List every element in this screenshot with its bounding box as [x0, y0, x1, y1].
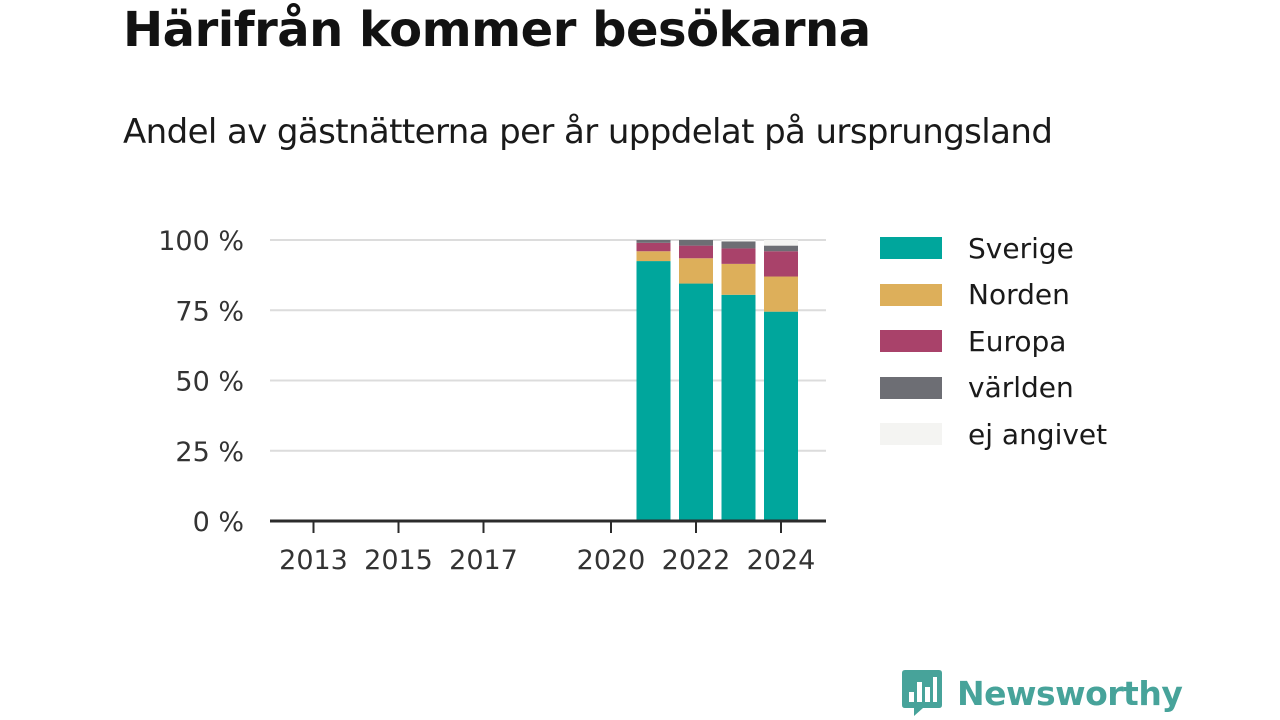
- chart-title: Härifrån kommer besökarna: [123, 2, 871, 58]
- y-tick-label: 0 %: [193, 507, 244, 538]
- legend-swatch: [880, 237, 942, 260]
- legend-swatch: [880, 423, 942, 446]
- bar-segment-Norden-2024: [764, 276, 798, 312]
- legend-item: ej angivet: [880, 411, 1107, 458]
- legend-label: Norden: [968, 278, 1070, 312]
- x-tick-label: 2013: [279, 545, 348, 576]
- bar-segment-Sverige-2021: [636, 261, 671, 521]
- bar-segment-ej-angivet-2024: [764, 240, 798, 246]
- brand-logo: Newsworthy: [901, 668, 1183, 718]
- x-tick-label: 2022: [662, 545, 731, 576]
- legend-swatch: [880, 283, 942, 306]
- bars: [636, 240, 798, 521]
- bar-segment-Europa-2024: [764, 251, 798, 277]
- bar-segment-världen-2022: [679, 240, 713, 246]
- x-tick-label: 2017: [449, 545, 518, 576]
- legend-item: Europa: [880, 318, 1107, 365]
- legend-label: Sverige: [968, 231, 1074, 265]
- legend-label: Europa: [968, 324, 1067, 358]
- legend-swatch: [880, 376, 942, 399]
- x-tick-label: 2020: [577, 545, 646, 576]
- bar-segment-Europa-2023: [721, 248, 756, 264]
- bar-segment-Sverige-2023: [721, 294, 756, 521]
- legend-item: Sverige: [880, 225, 1107, 272]
- brand-name: Newsworthy: [957, 673, 1183, 713]
- bar-segment-världen-2021: [636, 240, 671, 243]
- legend-item: Norden: [880, 272, 1107, 319]
- y-tick-label: 50 %: [175, 367, 244, 398]
- bar-segment-Europa-2021: [636, 242, 671, 252]
- y-axis-labels: 0 % 25 % 50 % 75 % 100 %: [158, 226, 244, 538]
- legend: Sverige Norden Europa världen ej angivet: [880, 225, 1107, 458]
- legend-label: världen: [968, 371, 1074, 405]
- bar-segment-Norden-2021: [636, 251, 671, 262]
- x-tick-label: 2024: [747, 545, 816, 576]
- x-axis: 2013 2015 2017 2020 2022 2024: [270, 519, 826, 576]
- legend-label: ej angivet: [968, 417, 1108, 451]
- newsworthy-logo-icon: [902, 670, 942, 716]
- bar-segment-Norden-2022: [679, 258, 713, 284]
- bar-segment-Europa-2022: [679, 245, 713, 259]
- legend-item: världen: [880, 365, 1107, 412]
- bar-segment-Norden-2023: [721, 263, 756, 295]
- chart-subtitle: Andel av gästnätterna per år uppdelat på…: [123, 112, 1053, 152]
- y-tick-label: 75 %: [175, 296, 244, 327]
- bar-segment-världen-2023: [721, 241, 756, 249]
- x-tick-label: 2015: [364, 545, 433, 576]
- legend-swatch: [880, 330, 942, 353]
- bar-segment-Sverige-2024: [764, 311, 798, 521]
- y-tick-label: 25 %: [175, 437, 244, 468]
- bar-segment-världen-2024: [764, 245, 798, 252]
- bar-segment-ej-angivet-2023: [721, 240, 756, 242]
- y-tick-label: 100 %: [158, 226, 244, 257]
- bar-segment-Sverige-2022: [679, 283, 713, 521]
